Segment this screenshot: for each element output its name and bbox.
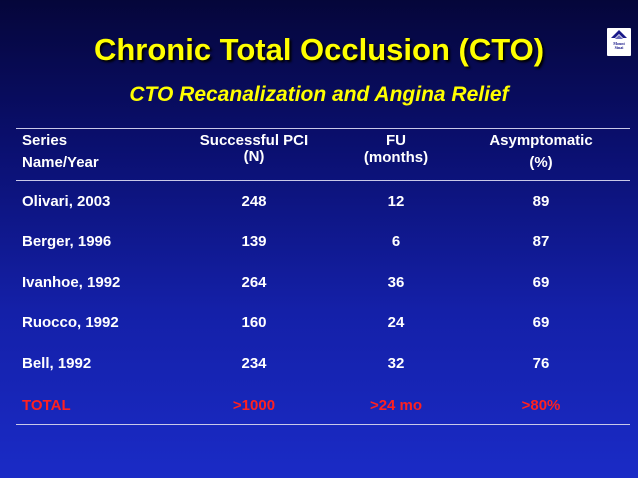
table-row-4-series: Ruocco, 1992 (22, 314, 119, 331)
table-row-2-fu: 6 (391, 233, 401, 250)
table-total-asym: >80% (521, 397, 561, 414)
logo-line-2: Sinai (614, 45, 624, 50)
table-row-5-fu: 32 (387, 355, 405, 372)
mount-sinai-logo: Mount Sinai (607, 28, 631, 56)
table-total-label: TOTAL (22, 397, 71, 414)
table-row-3-asym: 69 (532, 274, 550, 291)
table-row-1-pci: 248 (241, 193, 267, 210)
mountain-logo-icon (611, 30, 627, 39)
table-row-4-asym: 69 (532, 314, 550, 331)
header-pci-line2: (N) (243, 148, 265, 165)
header-series-line2: Name/Year (22, 154, 99, 171)
table-row-3-fu: 36 (387, 274, 405, 291)
table-bottom-rule (16, 424, 630, 425)
slide-title: Chronic Total Occlusion (CTO) (93, 32, 545, 67)
table-row-2-pci: 139 (241, 233, 267, 250)
table-top-rule (16, 128, 630, 129)
logo-line-1: Mount (613, 41, 625, 46)
table-row-5-asym: 76 (532, 355, 550, 372)
header-asym-line2: (%) (529, 154, 553, 171)
table-row-4-fu: 24 (387, 314, 405, 331)
table-row-3-pci: 264 (241, 274, 267, 291)
table-total-fu: >24 mo (369, 397, 423, 414)
table-row-5-pci: 234 (241, 355, 267, 372)
table-total-pci: >1000 (232, 397, 276, 414)
table-row-1-asym: 89 (532, 193, 550, 210)
table-row-3-series: Ivanhoe, 1992 (22, 274, 121, 291)
table-header-rule (16, 180, 630, 181)
slide-subtitle: CTO Recanalization and Angina Relief (129, 83, 509, 106)
table-row-4-pci: 160 (241, 314, 267, 331)
table-row-1-fu: 12 (387, 193, 405, 210)
header-series-line1: Series (22, 132, 68, 149)
header-fu-line2: (months) (363, 149, 429, 166)
table-row-5-series: Bell, 1992 (22, 355, 92, 372)
header-pci-line1: Successful PCI (199, 132, 309, 149)
table-row-2-series: Berger, 1996 (22, 233, 112, 250)
header-asym-line1: Asymptomatic (489, 132, 593, 149)
table-row-2-asym: 87 (532, 233, 550, 250)
table-row-1-series: Olivari, 2003 (22, 193, 111, 210)
header-fu-line1: FU (386, 132, 406, 149)
